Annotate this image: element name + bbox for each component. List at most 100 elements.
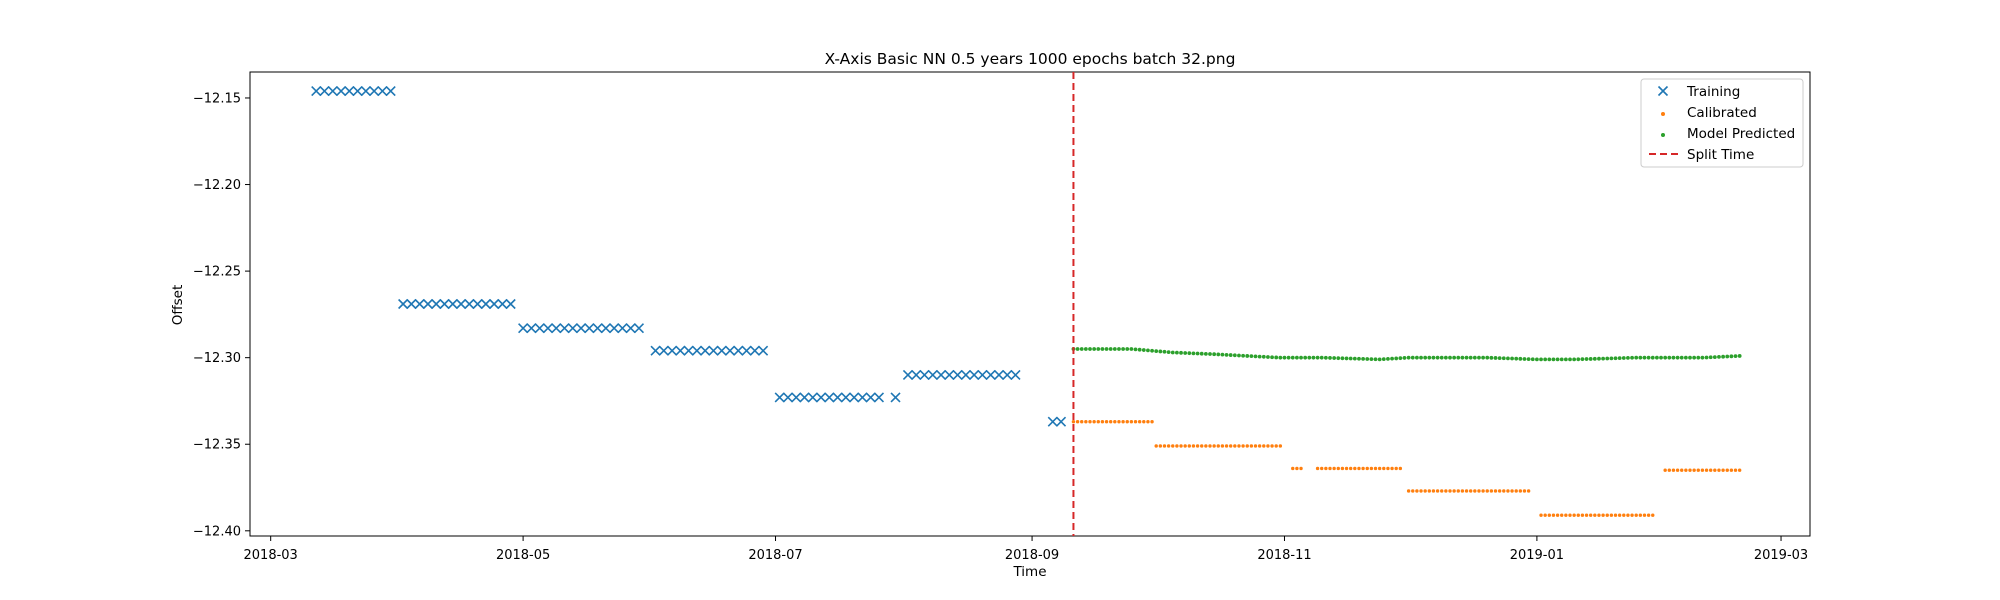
training-point <box>960 369 971 381</box>
x-axis-ticks: 2018-03 2018-05 2018-07 2018-09 2018-11 2019-… <box>244 536 1808 563</box>
model-predicted-point <box>1121 347 1126 351</box>
model-predicted-point <box>1344 356 1349 361</box>
training-point <box>935 369 947 381</box>
training-point <box>385 85 396 97</box>
training-point <box>952 369 963 381</box>
training-point <box>464 298 475 310</box>
model-predicted-point <box>1315 355 1320 360</box>
calibrated-point <box>1390 466 1394 471</box>
calibrated-point <box>1708 468 1713 472</box>
calibrated-point <box>1344 466 1349 471</box>
model-predicted-point <box>1592 356 1597 361</box>
model-predicted-point <box>1088 347 1092 351</box>
calibrated-point <box>1725 468 1729 472</box>
calibrated-point <box>1162 444 1167 448</box>
model-predicted-point <box>1501 356 1506 361</box>
model-predicted-point <box>1340 356 1345 361</box>
legend-label: Calibrated <box>1687 105 1757 121</box>
legend-marker-dot <box>1661 133 1665 137</box>
calibrated-point <box>1667 468 1672 472</box>
plot-area <box>249 71 1811 537</box>
calibrated-point <box>1195 444 1200 448</box>
model-predicted-point <box>1361 357 1366 361</box>
model-predicted-point <box>1394 356 1399 361</box>
model-predicted-point <box>1266 355 1270 359</box>
calibrated-point <box>1291 466 1295 471</box>
training-point <box>526 323 537 334</box>
calibrated-point <box>1584 513 1589 517</box>
model-predicted-point <box>1249 354 1254 359</box>
calibrated-point <box>1729 468 1734 472</box>
training-point <box>840 392 851 403</box>
legend-box <box>1640 78 1804 168</box>
model-predicted-point <box>1278 355 1283 360</box>
model-predicted-point <box>1737 354 1742 358</box>
calibrated-point <box>1560 513 1564 517</box>
model-predicted-point <box>1708 355 1713 360</box>
training-point <box>551 323 562 334</box>
calibrated-point <box>1088 420 1092 424</box>
training-point <box>327 85 338 97</box>
model-predicted-point <box>1162 349 1167 354</box>
calibrated-point <box>1435 489 1440 493</box>
x-tick-label: 2019-01 <box>1510 548 1564 563</box>
calibrated-point <box>1464 489 1469 493</box>
model-predicted-point <box>1294 355 1299 360</box>
model-predicted-point <box>1572 357 1577 362</box>
calibrated-point <box>1721 468 1725 472</box>
model-predicted-point <box>1650 355 1655 360</box>
calibrated-point <box>1671 468 1676 472</box>
training-point <box>791 392 802 403</box>
calibrated-point <box>1133 420 1138 424</box>
model-predicted-point <box>1253 354 1258 359</box>
calibrated-point <box>1220 444 1225 448</box>
calibrated-point <box>1622 513 1626 517</box>
calibrated-point <box>1262 444 1266 448</box>
legend-label: Training <box>1686 84 1740 100</box>
training-point <box>335 85 347 97</box>
model-predicted-point <box>1220 352 1225 357</box>
y-tick-label: −12.35 <box>193 438 241 453</box>
model-predicted-point <box>1506 356 1510 361</box>
model-predicted-point <box>1468 355 1473 360</box>
model-predicted-point <box>1270 355 1274 360</box>
model-predicted-point <box>1605 356 1610 361</box>
calibrated-point <box>1299 466 1303 471</box>
calibrated-point <box>1411 489 1415 493</box>
model-predicted-point <box>1282 355 1287 360</box>
training-point <box>650 345 661 356</box>
y-tick-label: −12.40 <box>193 524 241 539</box>
model-predicted-point <box>1406 355 1411 360</box>
calibrated-point <box>1452 489 1456 493</box>
calibrated-point <box>1336 466 1340 471</box>
model-predicted-point <box>1534 357 1539 362</box>
training-point <box>559 323 570 334</box>
model-predicted-point <box>1530 357 1535 362</box>
training-point <box>911 369 922 381</box>
model-predicted-point <box>1352 356 1357 361</box>
calibrated-point <box>1117 420 1121 424</box>
calibrated-point <box>1514 489 1518 493</box>
model-predicted-point <box>1659 355 1663 360</box>
calibrated-point <box>1253 444 1258 448</box>
model-predicted-point <box>1195 351 1200 356</box>
training-point <box>633 323 645 334</box>
y-tick-label: −12.25 <box>193 265 241 280</box>
training-point <box>422 298 433 310</box>
x-tick-label: 2018-09 <box>1005 548 1059 563</box>
calibrated-point <box>1713 468 1717 472</box>
axes-frame <box>249 71 1811 537</box>
model-predicted-point <box>1224 352 1229 357</box>
model-predicted-point <box>1100 347 1105 351</box>
model-predicted-point <box>1390 356 1394 361</box>
training-point <box>927 369 938 381</box>
model-predicted-point <box>1133 347 1138 352</box>
calibrated-point <box>1576 513 1580 517</box>
model-predicted-point <box>1208 352 1212 356</box>
model-predicted-point <box>1369 357 1374 362</box>
model-predicted-point <box>1493 356 1498 360</box>
model-predicted-point <box>1642 355 1647 360</box>
calibrated-point <box>1146 420 1150 424</box>
calibrated-point <box>1696 468 1700 472</box>
